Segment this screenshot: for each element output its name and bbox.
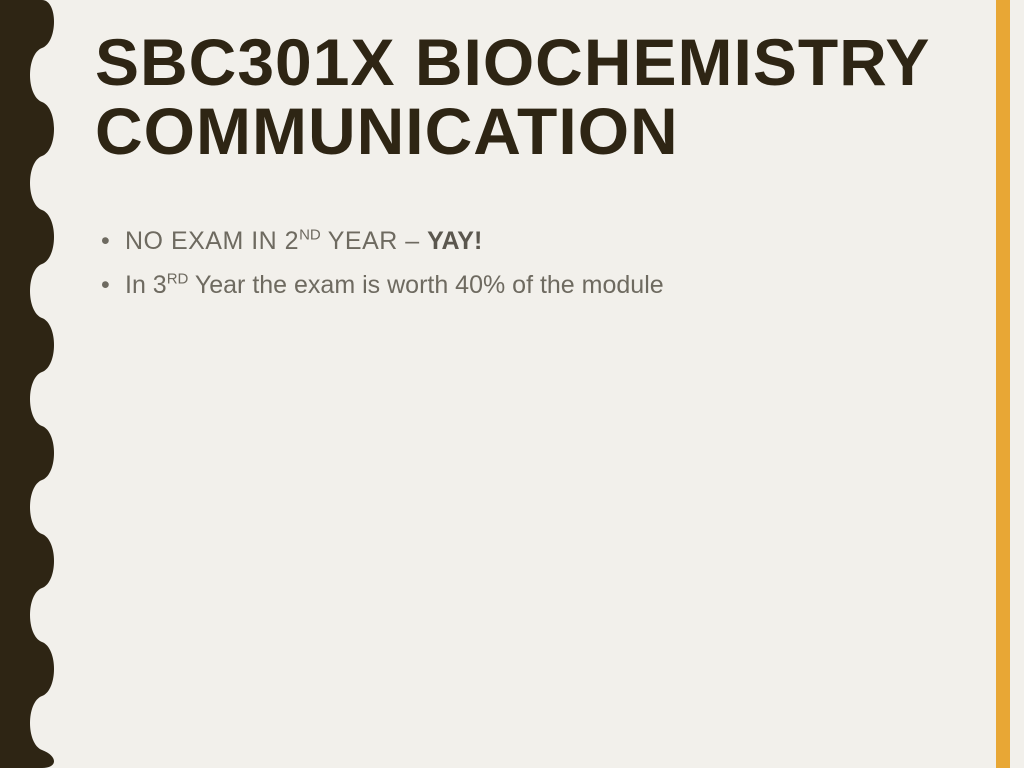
slide-title: SBC301X BIOCHEMISTRY COMMUNICATION bbox=[95, 28, 974, 167]
ordinal-sup: rd bbox=[167, 271, 189, 288]
bullet-item: In 3rd Year the exam is worth 40% of the… bbox=[101, 266, 974, 305]
bullet-list: NO EXAM IN 2ND YEAR – YAY! In 3rd Year t… bbox=[95, 222, 974, 306]
bullet-item: NO EXAM IN 2ND YEAR – YAY! bbox=[101, 222, 974, 261]
bullet-text-pre: In 3 bbox=[125, 271, 167, 299]
bullet-text-mid: Year the exam is worth 40% of the module bbox=[188, 271, 663, 299]
content-area: SBC301X BIOCHEMISTRY COMMUNICATION NO EX… bbox=[95, 28, 974, 311]
ordinal-sup: ND bbox=[299, 226, 321, 243]
slide: SBC301X BIOCHEMISTRY COMMUNICATION NO EX… bbox=[0, 0, 1024, 768]
accent-bar-right bbox=[996, 0, 1010, 768]
bullet-text-pre: NO EXAM IN 2 bbox=[125, 227, 299, 255]
wavy-border-left bbox=[0, 0, 70, 768]
bullet-text-bold: YAY! bbox=[427, 227, 482, 255]
title-course-code: SBC301X bbox=[95, 25, 396, 99]
bullet-text-mid: YEAR – bbox=[321, 227, 427, 255]
